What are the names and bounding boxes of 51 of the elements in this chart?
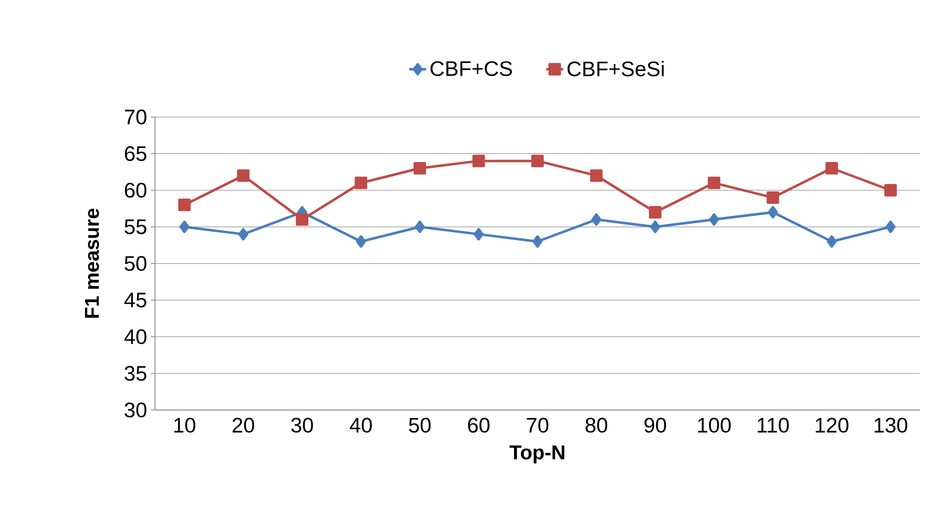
x-tick-label: 70 xyxy=(526,418,548,433)
x-tick-label: 130 xyxy=(874,418,908,433)
x-axis-title: Top-N xyxy=(510,446,564,464)
y-tick-label: 50 xyxy=(124,256,146,271)
y-tick-label: 65 xyxy=(124,146,146,162)
point xyxy=(826,235,837,248)
point xyxy=(532,235,543,248)
point xyxy=(238,228,248,240)
point xyxy=(884,184,897,196)
point xyxy=(296,213,308,226)
legend-label: CBF+CS xyxy=(430,61,512,76)
point xyxy=(650,220,660,234)
point xyxy=(825,162,838,175)
point xyxy=(590,169,603,182)
y-tick-label: 40 xyxy=(124,329,146,344)
x-tick-label: 90 xyxy=(644,418,666,433)
point xyxy=(237,169,250,182)
x-tick-label: 50 xyxy=(408,418,431,433)
point xyxy=(591,213,602,226)
point xyxy=(768,206,778,218)
point xyxy=(709,213,720,226)
x-tick-label: 60 xyxy=(468,418,490,433)
point xyxy=(531,154,544,168)
y-tick-label: 35 xyxy=(124,366,146,381)
y-tick-label: 60 xyxy=(124,182,146,198)
x-tick-label: 80 xyxy=(586,418,608,433)
y-axis-title: F1 measure xyxy=(85,208,99,318)
x-tick-label: 10 xyxy=(174,418,196,433)
point xyxy=(414,162,426,175)
point xyxy=(708,176,720,190)
point xyxy=(474,228,484,240)
x-tick-label: 120 xyxy=(816,418,848,433)
point xyxy=(472,154,485,168)
y-tick-label: 30 xyxy=(124,402,146,418)
point xyxy=(179,220,190,234)
point xyxy=(414,220,425,234)
x-tick-label: 20 xyxy=(232,418,254,433)
point xyxy=(354,176,368,190)
x-tick-label: 110 xyxy=(758,418,789,433)
x-tick-label: 30 xyxy=(291,418,313,433)
point xyxy=(766,191,780,204)
y-tick-label: 45 xyxy=(124,292,146,308)
y-tick-label: 55 xyxy=(124,220,146,234)
point xyxy=(886,220,896,234)
legend-label: CBF+SeSi xyxy=(568,60,664,76)
point xyxy=(648,206,662,218)
point xyxy=(356,235,366,248)
point xyxy=(178,198,191,212)
y-tick-label: 70 xyxy=(124,110,146,124)
x-tick-label: 100 xyxy=(698,418,731,433)
x-tick-label: 40 xyxy=(350,418,372,433)
